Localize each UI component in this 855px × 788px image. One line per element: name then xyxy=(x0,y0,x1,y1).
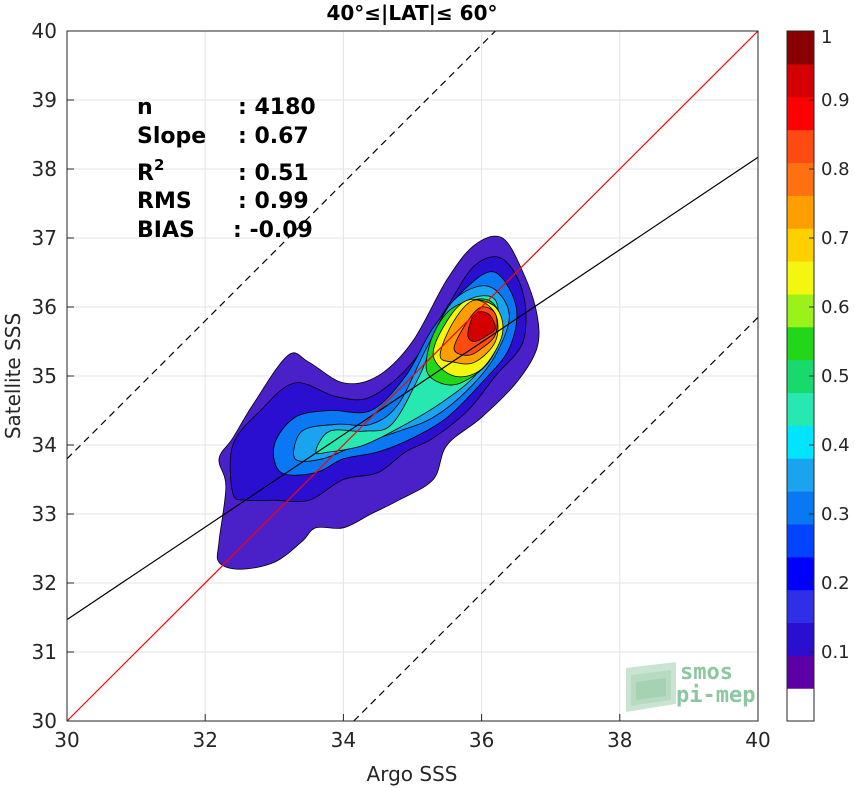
upper-dashed-line xyxy=(66,30,496,460)
colorbar-tick-label: 0.5 xyxy=(821,366,850,387)
y-tick-label: 39 xyxy=(32,88,57,112)
colorbar-segment xyxy=(787,326,814,361)
y-tick-label: 38 xyxy=(32,157,57,181)
x-axis-label: Argo SSS xyxy=(367,762,458,786)
colorbar-tick-label: 0.3 xyxy=(821,504,850,525)
colorbar-segment xyxy=(787,261,814,295)
y-tick-label: 30 xyxy=(32,709,57,733)
colorbar-segment xyxy=(787,129,814,164)
x-tick-label: 36 xyxy=(469,728,494,752)
y-tick-label: 40 xyxy=(32,19,57,43)
colorbar-tick-label: 0.6 xyxy=(821,297,850,318)
colorbar-tick-label: 1 xyxy=(821,27,832,48)
stat-rms-value: : 0.99 xyxy=(238,189,309,214)
colorbar-segment xyxy=(787,556,814,591)
colorbar-segment xyxy=(787,425,814,459)
stat-bias-label: BIAS xyxy=(137,218,195,243)
colorbar-segment xyxy=(787,195,814,229)
x-tick-label: 40 xyxy=(745,728,770,752)
colorbar-tick-label: 0.2 xyxy=(821,573,850,594)
reference-lines xyxy=(66,30,759,722)
y-tick-label: 36 xyxy=(32,295,57,319)
colorbar-segment xyxy=(787,589,814,624)
x-tick-label: 32 xyxy=(192,728,217,752)
colorbar-tick-label: 0.4 xyxy=(821,435,850,456)
contour-fill xyxy=(216,235,540,570)
stat-bias-value: : -0.09 xyxy=(233,218,313,243)
y-tick-label: 37 xyxy=(32,226,57,250)
y-ticks: 30 31 32 33 34 35 36 37 38 39 40 xyxy=(32,19,74,733)
colorbar-segment xyxy=(787,491,814,525)
x-ticks: 30 32 34 36 38 40 xyxy=(54,714,771,752)
colorbar: 0.1 0.2 0.3 0.4 0.5 0.6 0.7 0.8 0.9 1 xyxy=(786,27,850,722)
colorbar-tick-label: 0.7 xyxy=(821,228,850,249)
colorbar-segment xyxy=(787,655,814,689)
y-tick-label: 32 xyxy=(32,571,57,595)
smos-pi-mep-logo: smos pi-mep xyxy=(626,660,755,712)
stat-r2-value: : 0.51 xyxy=(238,161,309,186)
chart-title: 40°≤|LAT|≤ 60° xyxy=(326,1,497,25)
stat-n-value: : 4180 xyxy=(238,95,316,120)
y-tick-label: 34 xyxy=(32,433,57,457)
logo-line1: smos xyxy=(680,660,733,685)
logo-line2: pi-mep xyxy=(676,683,755,708)
x-tick-label: 38 xyxy=(607,728,632,752)
colorbar-segment xyxy=(787,228,814,262)
colorbar-tick-label: 0.9 xyxy=(821,90,850,111)
colorbar-segment xyxy=(787,688,814,722)
colorbar-segment xyxy=(787,392,814,426)
colorbar-ticks: 0.1 0.2 0.3 0.4 0.5 0.6 0.7 0.8 0.9 1 xyxy=(809,27,850,663)
colorbar-segment xyxy=(787,458,814,492)
y-tick-label: 33 xyxy=(32,502,57,526)
stat-rms-label: RMS xyxy=(137,189,192,214)
colorbar-segment xyxy=(787,523,814,558)
colorbar-segment xyxy=(787,31,814,65)
colorbar-segment xyxy=(787,293,814,328)
x-tick-label: 30 xyxy=(54,728,79,752)
stat-slope-label: Slope xyxy=(137,124,206,149)
y-tick-label: 31 xyxy=(32,640,57,664)
y-tick-label: 35 xyxy=(32,364,57,388)
colorbar-segment xyxy=(787,63,814,98)
colorbar-tick-label: 0.8 xyxy=(821,159,850,180)
colorbar-segments xyxy=(787,31,814,722)
stat-n-label: n xyxy=(137,95,153,120)
x-tick-label: 34 xyxy=(331,728,356,752)
stats-box: n : 4180 Slope : 0.67 R2 : 0.51 RMS : 0.… xyxy=(137,95,316,243)
y-axis-label: Satellite SSS xyxy=(1,313,25,439)
one-to-one-line xyxy=(66,30,759,722)
logo-emblem-icon xyxy=(626,662,676,712)
regression-line xyxy=(66,156,759,621)
colorbar-tick-label: 0.1 xyxy=(821,642,850,663)
plot-area: 30 32 34 36 38 40 30 31 32 33 34 35 36 37 38 39 40 xyxy=(32,19,771,752)
colorbar-segment xyxy=(787,96,814,131)
colorbar-segment xyxy=(787,162,814,196)
colorbar-segment xyxy=(787,622,814,656)
stat-slope-value: : 0.67 xyxy=(238,124,309,149)
